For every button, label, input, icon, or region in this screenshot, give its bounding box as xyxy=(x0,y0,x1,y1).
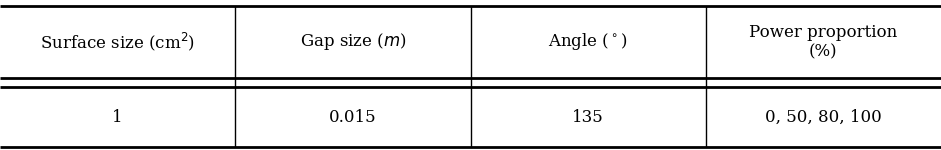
Text: Power proportion
(%): Power proportion (%) xyxy=(749,24,898,60)
Text: 0.015: 0.015 xyxy=(329,108,376,126)
Text: 0, 50, 80, 100: 0, 50, 80, 100 xyxy=(765,108,882,126)
Text: Gap size ($m$): Gap size ($m$) xyxy=(299,32,407,52)
Text: Angle ($^\circ$): Angle ($^\circ$) xyxy=(548,32,629,52)
Text: 135: 135 xyxy=(572,108,604,126)
Text: 1: 1 xyxy=(112,108,123,126)
Text: Surface size (cm$^2$): Surface size (cm$^2$) xyxy=(40,31,195,53)
